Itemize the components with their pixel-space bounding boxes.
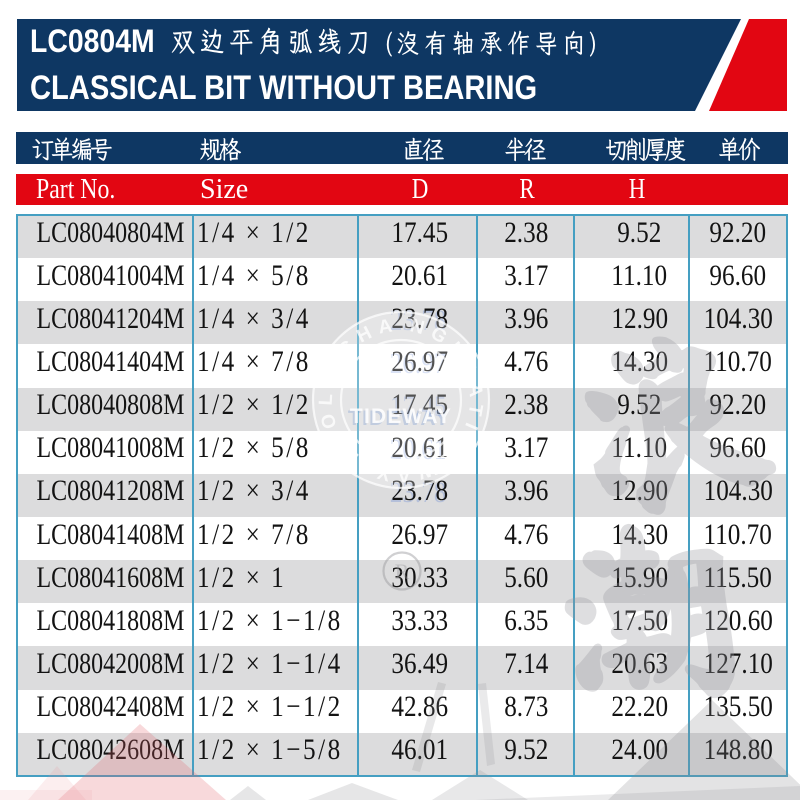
svg-text:TIDEWAY: TIDEWAY	[350, 405, 452, 428]
svg-text:R: R	[395, 559, 410, 584]
svg-text:TIDEWAY: TIDEWAY	[348, 407, 450, 430]
